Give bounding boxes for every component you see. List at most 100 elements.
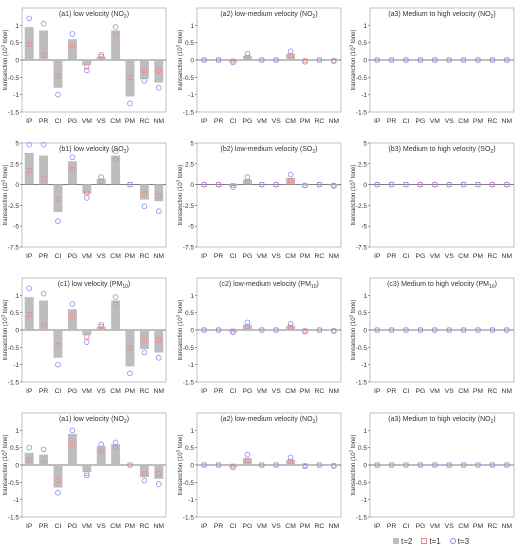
- x-tick-label: NM: [329, 388, 340, 395]
- point-t3: [112, 439, 119, 446]
- point-t3: [40, 20, 47, 27]
- y-tick-label: 1: [190, 293, 194, 300]
- y-tick-label: 2.5: [185, 161, 194, 168]
- bar-t2: [154, 184, 164, 202]
- point-t3: [84, 195, 90, 201]
- point-t1: [84, 64, 90, 70]
- y-tick-label: -1: [13, 92, 19, 99]
- point-t3: [244, 451, 251, 458]
- point-t3: [84, 67, 90, 74]
- point-t1: [461, 462, 467, 468]
- bar-t2: [125, 60, 135, 97]
- y-tick-label: 0.5: [185, 445, 194, 452]
- point-t3: [258, 327, 265, 333]
- title-text: (a2) low-medium velocity (NO: [220, 416, 313, 423]
- point-t1: [127, 344, 133, 350]
- point-t1: [141, 68, 147, 73]
- bar-t2: [82, 330, 92, 336]
- x-tick-label: IP: [374, 523, 381, 530]
- y-tick-label: 0: [190, 463, 194, 470]
- point-t3: [141, 203, 148, 210]
- point-t1: [127, 182, 133, 188]
- x-tick-label: NM: [329, 523, 340, 530]
- ylabel-text: transanction (10: [3, 182, 9, 226]
- y-tick-label: -1: [361, 362, 367, 369]
- point-t1: [41, 176, 46, 182]
- legend-label-t2: t=2: [401, 536, 413, 546]
- ylabel-close: tone): [351, 300, 357, 315]
- point-t3: [244, 174, 251, 180]
- chart-title: (c3) Medium to high velocity (PM10): [387, 281, 497, 290]
- point-t3: [156, 354, 162, 361]
- x-tick-label: PM: [473, 523, 484, 530]
- x-tick-label: PR: [39, 253, 49, 260]
- point-t3: [431, 181, 438, 188]
- point-t1: [432, 327, 438, 333]
- point-t1: [216, 462, 222, 468]
- ylabel-superscript: 3: [1, 44, 6, 47]
- title-close: ): [493, 146, 495, 153]
- x-tick-label: PM: [300, 523, 311, 530]
- x-tick-label: PM: [300, 253, 311, 260]
- point-t3: [273, 57, 280, 63]
- x-tick-label: VS: [445, 118, 455, 125]
- point-t1: [432, 462, 438, 468]
- x-tick-label: VM: [430, 253, 441, 260]
- point-t1: [461, 57, 467, 63]
- title-text: (a1) low velocity (NO: [59, 416, 125, 423]
- y-tick-label: 0: [15, 182, 19, 189]
- x-tick-label: CM: [285, 523, 296, 530]
- point-t1: [156, 337, 162, 343]
- point-t3: [302, 182, 308, 189]
- title-text: (a2) low-medium velocity (NO: [220, 11, 313, 18]
- y-tick-label: 0: [190, 182, 194, 189]
- x-tick-label: VS: [272, 523, 282, 530]
- point-t1: [273, 327, 279, 333]
- title-subscript: 2: [491, 14, 494, 20]
- title-close: ): [315, 11, 317, 18]
- point-t1: [489, 327, 495, 333]
- y-tick-label: -1: [188, 497, 194, 504]
- bar-t2: [228, 330, 238, 332]
- point-t1: [288, 178, 294, 183]
- x-tick-label: PM: [300, 118, 311, 125]
- point-t1: [156, 68, 162, 73]
- point-t3: [374, 181, 381, 188]
- point-t3: [446, 462, 453, 468]
- x-tick-label: NM: [154, 523, 165, 530]
- x-tick-label: VS: [445, 523, 455, 530]
- point-t3: [460, 462, 467, 468]
- x-tick-label: NM: [329, 118, 340, 125]
- title-close: ): [493, 416, 495, 423]
- ylabel-superscript: 3: [176, 179, 181, 182]
- title-text: (a3) Medium to high velocity (NO: [388, 11, 491, 18]
- y-tick-label: -0.5: [183, 75, 195, 82]
- x-tick-label: CI: [403, 523, 410, 530]
- x-tick-label: PR: [387, 253, 397, 260]
- title-subscript: 2: [491, 419, 494, 425]
- legend-square-swatch: [421, 538, 428, 544]
- ylabel-close: tone): [3, 165, 9, 180]
- ylabel-superscript: 3: [349, 314, 354, 317]
- x-tick-label: VS: [97, 523, 107, 530]
- chart-panel-10: -1.5 -1 -0.5 0 0.5 1 IP PR CI PG VM VS CM PM RC NM (a1) …: [1, 412, 167, 530]
- point-t1: [98, 448, 104, 454]
- point-t3: [258, 181, 265, 188]
- x-tick-label: PG: [242, 253, 252, 260]
- title-subscript: 2: [124, 419, 127, 425]
- point-t3: [460, 57, 467, 63]
- point-t3: [446, 327, 453, 333]
- x-tick-label: PG: [415, 523, 425, 530]
- x-tick-label: VM: [430, 118, 441, 125]
- y-tick-label: 0: [190, 58, 194, 65]
- bar-t2: [286, 459, 296, 465]
- title-text: (c1) low velocity (PM: [58, 281, 123, 288]
- point-t1: [259, 182, 265, 188]
- point-t3: [69, 154, 76, 160]
- point-t3: [417, 181, 424, 188]
- y-tick-label: -1.5: [183, 110, 195, 117]
- point-t1: [216, 182, 222, 188]
- chart-title: (b3) Medium to high velocity (SO2): [388, 146, 495, 155]
- ylabel-superscript: 3: [176, 449, 181, 452]
- title-subscript: 2: [124, 149, 127, 155]
